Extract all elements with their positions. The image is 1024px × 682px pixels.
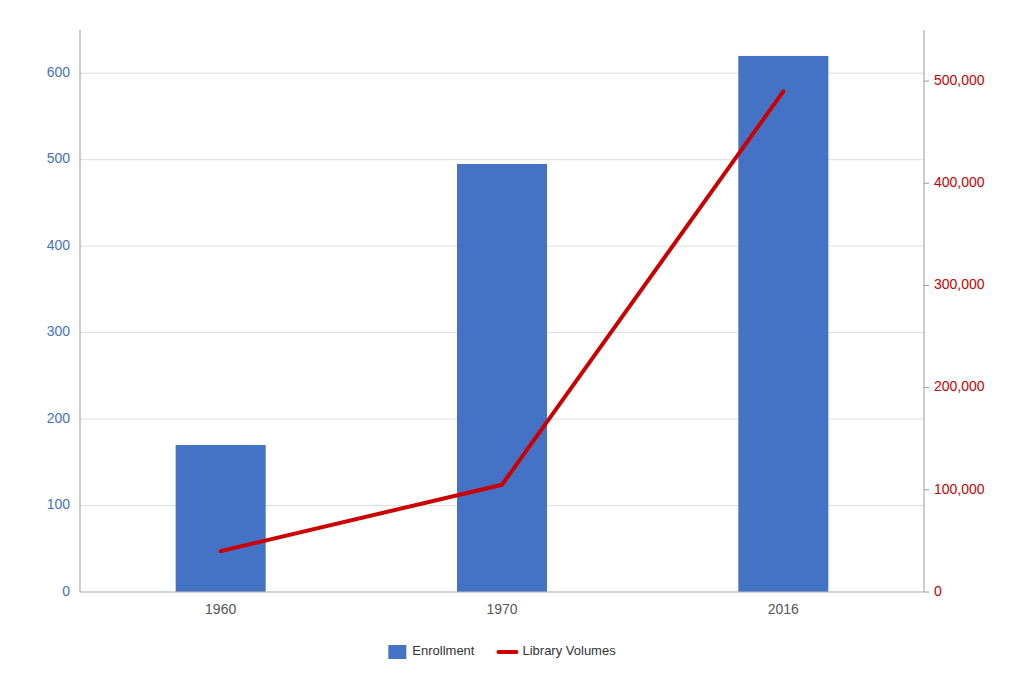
- y-tick-label: 600: [47, 64, 71, 80]
- y-tick-label: 0: [62, 583, 70, 599]
- y2-tick-mark: [924, 285, 929, 286]
- y2-tick-label: 200,000: [934, 378, 985, 394]
- x-tick-label: 1970: [486, 601, 517, 617]
- legend-swatch: [388, 645, 406, 659]
- y-tick-label: 300: [47, 323, 71, 339]
- legend: Enrollment Library Volumes: [388, 643, 616, 659]
- y2-tick-label: 500,000: [934, 72, 985, 88]
- legend-label: Library Volumes: [522, 643, 616, 658]
- legend-item: Library Volumes: [498, 643, 616, 658]
- y-axis-line: [80, 30, 81, 592]
- plot-area: [176, 56, 829, 592]
- y2-tick-label: 100,000: [934, 481, 985, 497]
- x-axis-line: [80, 592, 924, 593]
- y2-tick-mark: [924, 183, 929, 184]
- y2-tick-mark: [924, 592, 929, 593]
- legend-swatch: [498, 650, 516, 654]
- x-tick-label: 2016: [768, 601, 799, 617]
- y2-tick-label: 300,000: [934, 276, 985, 292]
- y-tick-label: 100: [47, 496, 71, 512]
- bar: [457, 164, 547, 592]
- chart-svg: 0 100 200 300 400 500 600 0 100,000 200,000 300,00…: [0, 0, 1024, 682]
- y-tick-label: 500: [47, 150, 71, 166]
- y2-tick-label: 0: [934, 583, 942, 599]
- legend-label: Enrollment: [412, 643, 475, 658]
- grid-line: [80, 592, 924, 593]
- y2-axis-line: [924, 30, 925, 592]
- bar: [176, 445, 266, 592]
- y2-tick-mark: [924, 81, 929, 82]
- y2-tick-mark: [924, 387, 929, 388]
- y-tick-label: 400: [47, 237, 71, 253]
- y2-tick-label: 400,000: [934, 174, 985, 190]
- y2-tick-mark: [924, 489, 929, 490]
- legend-item: Enrollment: [388, 643, 475, 659]
- line: [221, 91, 784, 551]
- chart-container: 0 100 200 300 400 500 600 0 100,000 200,000 300,00…: [0, 0, 1024, 682]
- x-tick-label: 1960: [205, 601, 236, 617]
- y-tick-label: 200: [47, 410, 71, 426]
